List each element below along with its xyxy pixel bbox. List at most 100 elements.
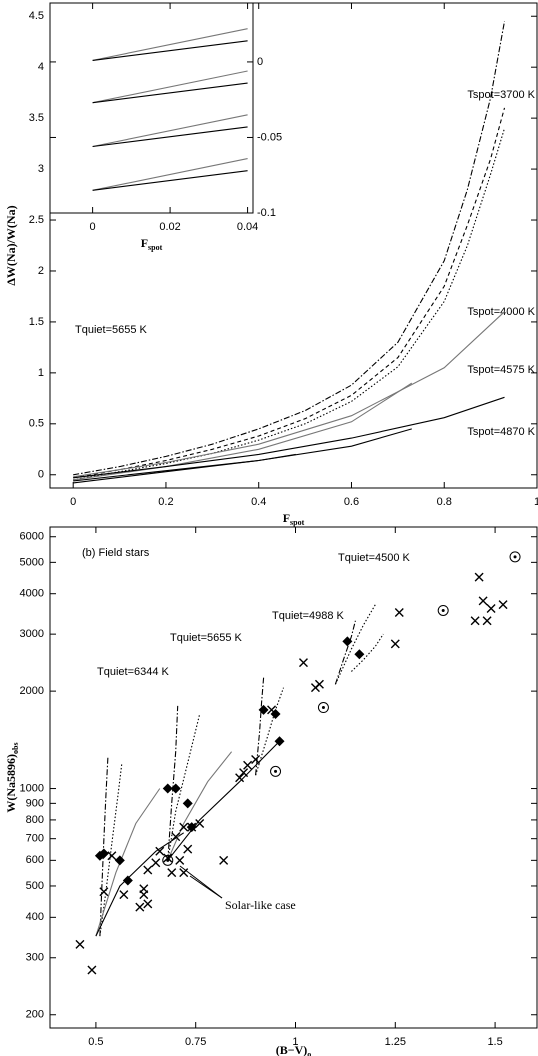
x-tick-label: 1.25 bbox=[385, 1036, 406, 1048]
marker-dot bbox=[441, 608, 445, 612]
series-line bbox=[73, 21, 506, 476]
diamond-marker bbox=[162, 783, 173, 794]
y-tick-label: 600 bbox=[26, 854, 44, 866]
series-line bbox=[92, 28, 248, 61]
x-tick-label: 1 bbox=[534, 496, 538, 508]
plot-frame bbox=[49, 2, 538, 489]
cross-marker bbox=[390, 639, 400, 649]
cross-marker bbox=[143, 899, 153, 909]
circledot-marker bbox=[317, 702, 329, 714]
plot-frame bbox=[49, 2, 254, 214]
cross-marker bbox=[239, 768, 249, 778]
cross-marker bbox=[394, 607, 404, 617]
x-tick-label: 0.75 bbox=[185, 1036, 206, 1048]
cross-marker bbox=[486, 604, 496, 614]
cross-marker bbox=[75, 939, 85, 949]
series-line bbox=[95, 788, 161, 937]
y-tick-label: 4000 bbox=[20, 588, 44, 600]
x-axis-label-sub: o bbox=[307, 1050, 311, 1056]
marker-ring bbox=[509, 551, 521, 563]
y-tick-label: -0.1 bbox=[257, 207, 276, 219]
cross-marker bbox=[195, 818, 205, 828]
series-line bbox=[167, 751, 233, 861]
x-axis-label: Fspot bbox=[141, 236, 163, 252]
y-axis-label-sub: obs bbox=[11, 742, 20, 754]
x-tick-label: 0.8 bbox=[437, 496, 452, 508]
annotation: Tspot=4575 K bbox=[467, 364, 535, 376]
series-line bbox=[167, 705, 179, 861]
y-axis-label: W(Na5896)obs bbox=[4, 742, 20, 812]
x-axis-label-main: F bbox=[283, 511, 290, 525]
cross-marker bbox=[470, 616, 480, 626]
cross-marker bbox=[498, 600, 508, 610]
y-tick-label: 400 bbox=[26, 911, 44, 923]
diamond-marker bbox=[170, 783, 181, 794]
annotation: Tspot=4000 K bbox=[467, 306, 535, 318]
cross-marker bbox=[143, 865, 153, 875]
y-tick-label: 2.5 bbox=[29, 214, 44, 226]
series-line bbox=[73, 107, 506, 479]
series-line bbox=[167, 713, 201, 861]
cross-marker bbox=[235, 773, 245, 783]
annotation: Tquiet=4988 K bbox=[272, 610, 345, 622]
y-tick-label: 300 bbox=[26, 952, 44, 964]
diamond-marker bbox=[274, 736, 285, 747]
cross-marker bbox=[175, 855, 185, 865]
cross-marker bbox=[167, 868, 177, 878]
plot-frame bbox=[49, 526, 538, 1029]
y-tick-label: 2 bbox=[38, 265, 44, 277]
diamond-marker bbox=[122, 875, 133, 886]
marker-ring bbox=[437, 604, 449, 616]
y-tick-label: -0.05 bbox=[257, 131, 282, 143]
x-axis-label-main: (B−V) bbox=[276, 1043, 308, 1056]
y-tick-label: 3 bbox=[38, 163, 44, 175]
diamond-marker bbox=[114, 855, 125, 866]
y-tick-label: 500 bbox=[26, 880, 44, 892]
cross-marker bbox=[87, 965, 97, 975]
series-line bbox=[92, 40, 248, 61]
series-line bbox=[73, 128, 506, 481]
circledot-marker bbox=[270, 765, 282, 777]
cross-marker bbox=[107, 851, 117, 861]
circledot-marker bbox=[509, 551, 521, 563]
marker-dot bbox=[513, 555, 517, 559]
series-line bbox=[92, 82, 248, 104]
circledot-marker bbox=[437, 604, 449, 616]
y-tick-label: 0 bbox=[38, 469, 44, 481]
x-tick-label: 0.2 bbox=[158, 496, 173, 508]
series-line bbox=[92, 114, 248, 148]
series-line bbox=[255, 677, 265, 776]
cross-marker bbox=[298, 658, 308, 668]
diamond-marker bbox=[270, 708, 281, 719]
x-axis-label: Fspot bbox=[283, 511, 305, 527]
y-tick-label: 3.5 bbox=[29, 112, 44, 124]
marker-ring bbox=[162, 854, 174, 866]
cross-marker bbox=[251, 754, 261, 764]
x-axis-label-sub: spot bbox=[290, 518, 305, 527]
cross-marker bbox=[151, 858, 161, 868]
annotation: (b) Field stars bbox=[82, 547, 150, 559]
series-line bbox=[73, 311, 505, 478]
series-line bbox=[99, 757, 109, 937]
marker-ring bbox=[317, 702, 329, 714]
y-tick-label: 6000 bbox=[20, 531, 44, 543]
x-tick-label: 0.4 bbox=[251, 496, 266, 508]
x-axis-label: (B−V)o bbox=[276, 1043, 312, 1056]
diamond-marker bbox=[258, 704, 269, 715]
annotation: Tquiet=6344 K bbox=[97, 666, 170, 678]
marker-dot bbox=[321, 706, 325, 710]
cross-marker bbox=[179, 822, 189, 832]
y-tick-label: 2000 bbox=[20, 685, 44, 697]
diamond-marker bbox=[342, 636, 353, 647]
series-line bbox=[92, 170, 248, 191]
x-tick-label: 1 bbox=[292, 1036, 298, 1048]
cross-marker bbox=[314, 679, 324, 689]
y-axis-label-main: W(Na5896) bbox=[4, 754, 18, 813]
y-tick-label: 4.5 bbox=[29, 10, 44, 22]
x-tick-label: 1.5 bbox=[487, 1036, 502, 1048]
cross-marker bbox=[482, 616, 492, 626]
annotation: Tquiet=5655 K bbox=[170, 632, 243, 644]
y-tick-label: 3000 bbox=[20, 628, 44, 640]
cross-marker bbox=[135, 902, 145, 912]
